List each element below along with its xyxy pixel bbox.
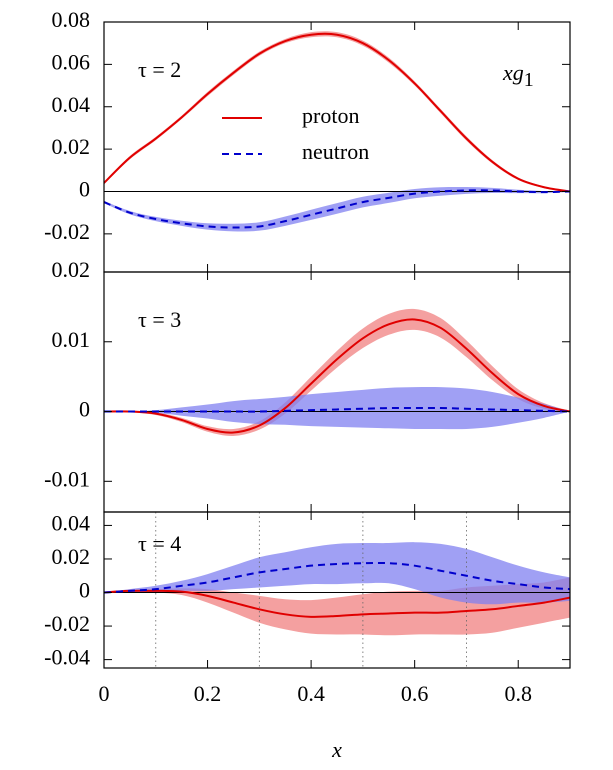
y-tick-label: -0.01 xyxy=(44,466,90,491)
y-tick-label: -0.02 xyxy=(44,611,90,636)
y-tick-label: 0.02 xyxy=(52,257,91,282)
series-line xyxy=(104,32,570,193)
label-main: xg xyxy=(502,60,524,85)
y-tick-label: 0 xyxy=(79,177,90,202)
y-tick-label: 0.01 xyxy=(52,327,91,352)
series-line xyxy=(104,589,570,618)
y-tick-label: 0.02 xyxy=(52,134,91,159)
error-band xyxy=(104,542,570,605)
error-band xyxy=(104,186,570,232)
error-band xyxy=(104,386,570,430)
error-band xyxy=(104,308,570,436)
y-tick-label: -0.02 xyxy=(44,219,90,244)
series-line xyxy=(104,561,570,594)
panel-label: xg1 xyxy=(502,60,534,91)
legend-label: neutron xyxy=(302,139,369,164)
x-tick-label: 0.8 xyxy=(504,681,532,706)
plot-area xyxy=(104,31,570,232)
annotation: τ = 3 xyxy=(138,307,181,332)
label-sub: 1 xyxy=(524,69,534,91)
x-tick-label: 0.6 xyxy=(401,681,429,706)
annotation: τ = 4 xyxy=(138,531,181,556)
series-line xyxy=(104,406,570,413)
plot-area xyxy=(104,512,570,668)
legend-label: proton xyxy=(302,103,359,128)
plot-area xyxy=(104,308,570,436)
frame xyxy=(103,511,571,669)
x-tick-label: 0.2 xyxy=(194,681,222,706)
annotation: τ = 2 xyxy=(138,57,181,82)
x-axis-label: x xyxy=(331,737,342,762)
y-tick-label: 0 xyxy=(79,578,90,603)
y-tick-label: -0.04 xyxy=(44,645,90,670)
x-tick-label: 0 xyxy=(99,681,110,706)
y-tick-label: 0.04 xyxy=(52,510,91,535)
x-tick-label: 0.4 xyxy=(297,681,325,706)
series-line xyxy=(104,318,570,434)
y-tick-label: 0.06 xyxy=(52,49,91,74)
y-tick-label: 0.02 xyxy=(52,544,91,569)
y-tick-label: 0 xyxy=(79,397,90,422)
y-tick-label: 0.04 xyxy=(52,92,91,117)
y-tick-label: 0.08 xyxy=(52,7,91,32)
